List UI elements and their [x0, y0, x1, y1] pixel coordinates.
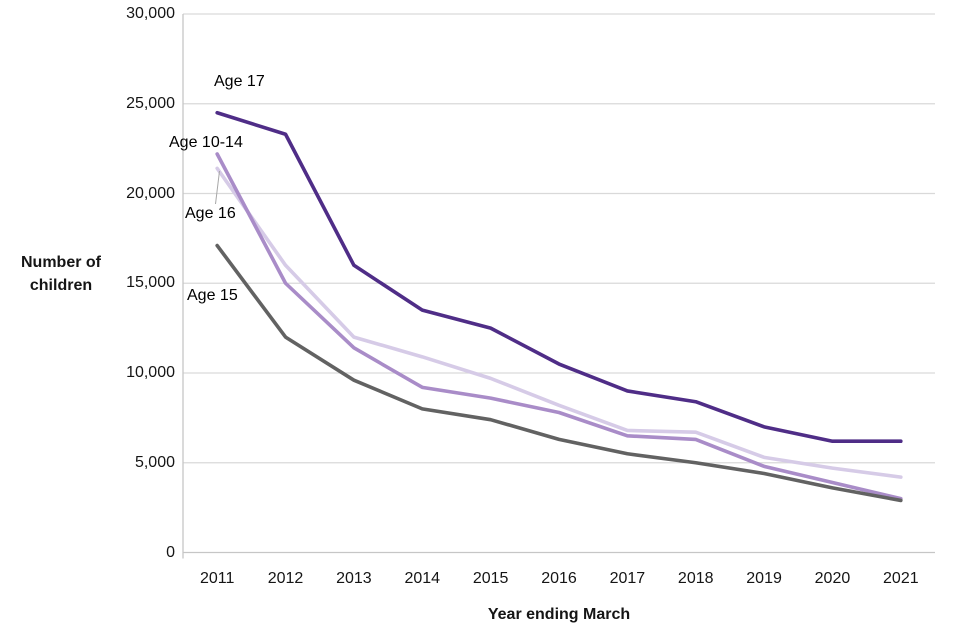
x-tick-label: 2017: [609, 570, 646, 587]
x-tick-label: 2014: [404, 570, 441, 587]
y-tick-label: 15,000: [126, 274, 175, 292]
x-tick-label: 2012: [267, 570, 304, 587]
x-tick-label: 2015: [472, 570, 509, 587]
x-axis-title: Year ending March: [487, 606, 631, 623]
age-16-leader-line: [215, 170, 220, 205]
y-axis-title: Number of children: [2, 251, 120, 297]
y-tick-label: 20,000: [126, 184, 175, 202]
series-label-age-10-14: Age 10-14: [169, 134, 243, 151]
y-tick-label: 25,000: [126, 94, 175, 112]
line-age-16: [215, 166, 903, 479]
line-age-10-14: [215, 152, 903, 501]
x-tick-label: 2013: [336, 570, 372, 587]
y-tick-label: 30,000: [126, 5, 175, 22]
series-label-age-17: Age 17: [214, 73, 265, 90]
y-tick-label: 5,000: [134, 453, 175, 471]
x-tick-label: 2019: [746, 570, 782, 587]
series-lines-group: [215, 110, 903, 503]
y-axis-title-line2: children: [29, 277, 93, 294]
line-age-15: [215, 243, 903, 503]
line-age-17: [215, 110, 903, 444]
y-tick-label: 10,000: [126, 364, 175, 381]
x-tick-label: 2018: [677, 570, 714, 587]
x-tick-label: 2016: [541, 570, 577, 587]
series-label-age-16: Age 16: [185, 205, 236, 222]
y-tick-label: 0: [166, 543, 175, 561]
series-label-age-15: Age 15: [187, 287, 238, 304]
x-tick-label: 2020: [814, 570, 851, 587]
gridlines-group: [182, 13, 935, 559]
x-tick-label: 2011: [199, 570, 235, 587]
y-axis-title-line1: Number of: [21, 254, 101, 271]
x-tick-label: 2021: [883, 570, 919, 587]
